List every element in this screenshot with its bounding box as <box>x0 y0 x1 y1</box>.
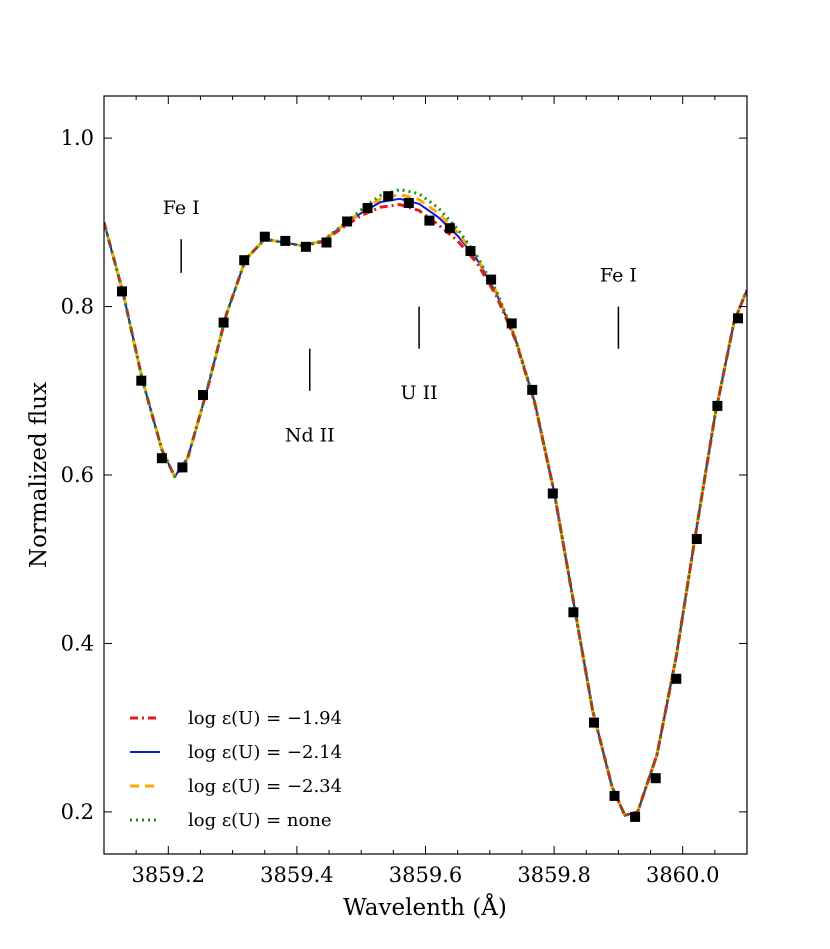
observed-point <box>691 534 702 544</box>
observed-point <box>650 773 661 784</box>
y-axis-title: Normalized flux <box>26 382 52 568</box>
observed-point <box>117 286 127 297</box>
observed-point <box>362 203 373 213</box>
observed-point <box>671 673 682 684</box>
observed-point <box>136 375 147 386</box>
x-tick-label: 3859.6 <box>389 863 462 887</box>
y-tick-label: 0.6 <box>61 463 94 487</box>
observed-point <box>156 453 167 464</box>
x-axis: Wavelenth (Å) 3859.2 3859.4 3859.6 3859.8 38… <box>103 96 748 921</box>
annotation-label: Nd II <box>285 424 335 446</box>
y-tick-label: 0.2 <box>61 800 94 824</box>
y-axis: Normalized flux 0.2 0.4 0.6 0.8 1.0 <box>26 126 747 824</box>
legend-label: log ε(U) = none <box>188 810 332 831</box>
observed-point <box>280 235 291 246</box>
observed-point <box>547 488 558 499</box>
legend: log ε(U) = −1.94 log ε(U) = −2.14 log ε(U)… <box>130 708 342 831</box>
series-line-1 <box>104 203 747 817</box>
observed-point <box>630 811 641 822</box>
observed-point <box>444 223 455 234</box>
observed-point <box>712 400 723 411</box>
observed-point <box>486 274 497 285</box>
x-tick-label: 3859.4 <box>260 863 333 887</box>
observed-point <box>403 198 414 208</box>
x-axis-title: Wavelenth (Å) <box>343 893 507 921</box>
y-tick-label: 0.4 <box>61 631 94 655</box>
observed-point <box>383 191 394 202</box>
legend-label: log ε(U) = −1.94 <box>188 708 342 729</box>
y-tick-label: 1.0 <box>61 126 94 150</box>
x-tick-label: 3859.8 <box>517 863 590 887</box>
plot-frame <box>103 95 748 855</box>
x-tick-label: 3860.0 <box>646 863 719 887</box>
observed-point <box>259 231 270 242</box>
annotation-label: U II <box>401 382 438 404</box>
observed-point <box>300 241 311 252</box>
observed-point <box>506 318 517 329</box>
observed-point <box>321 237 332 248</box>
model-series-group <box>104 188 747 817</box>
annotation-label: Fe I <box>600 264 637 286</box>
x-tick-label: 3859.2 <box>132 863 205 887</box>
plot-area: Fe I Nd II U II Fe I <box>103 95 748 855</box>
observed-point <box>465 246 476 256</box>
y-tick-label: 0.8 <box>61 295 94 319</box>
annotation-label: Fe I <box>163 197 200 219</box>
legend-label: log ε(U) = −2.14 <box>188 742 342 763</box>
observed-point <box>198 390 208 400</box>
legend-label: log ε(U) = −2.34 <box>188 776 342 797</box>
observed-point <box>568 607 579 618</box>
observed-point <box>527 384 538 395</box>
observed-point <box>177 462 188 473</box>
observed-point <box>609 790 620 801</box>
observed-point <box>424 215 435 226</box>
observed-point <box>342 216 353 227</box>
observed-point <box>733 313 743 324</box>
observed-point <box>218 317 229 328</box>
observed-point <box>239 255 250 266</box>
observed-point <box>589 717 599 728</box>
